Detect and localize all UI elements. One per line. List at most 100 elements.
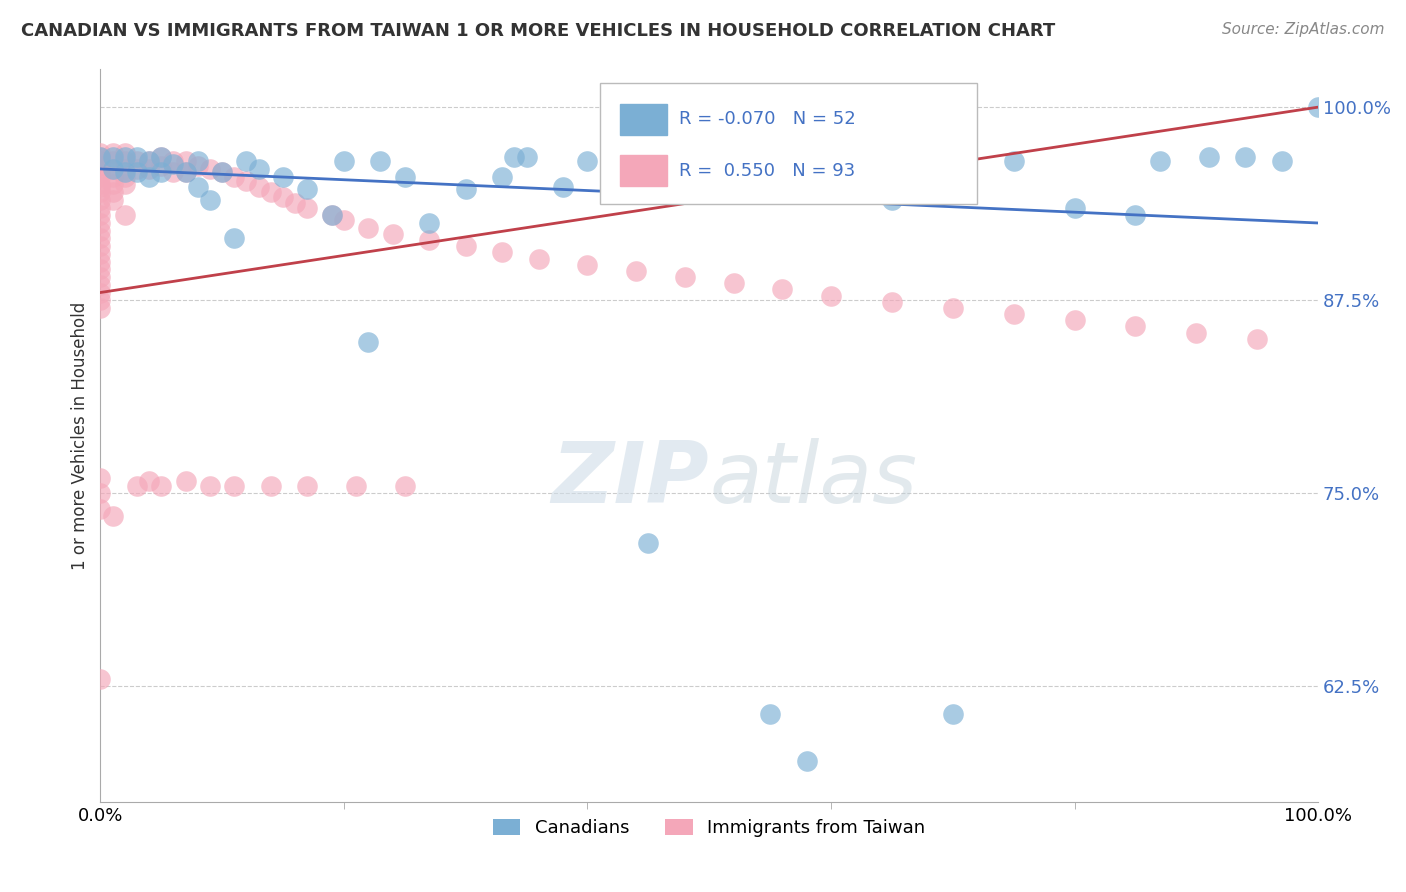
Point — [1149, 154, 1171, 169]
Point — [297, 201, 319, 215]
Point — [89, 254, 111, 268]
Point — [89, 471, 111, 485]
Point — [114, 178, 136, 192]
Point — [89, 150, 111, 164]
Point — [89, 154, 111, 169]
Text: Source: ZipAtlas.com: Source: ZipAtlas.com — [1222, 22, 1385, 37]
Point — [224, 478, 246, 492]
Point — [138, 169, 160, 184]
Point — [820, 288, 842, 302]
Point — [394, 169, 416, 184]
Point — [138, 161, 160, 176]
Point — [187, 154, 209, 169]
Point — [101, 185, 124, 199]
Point — [89, 262, 111, 277]
Point — [198, 478, 221, 492]
Point — [138, 474, 160, 488]
Point — [224, 169, 246, 184]
Point — [114, 169, 136, 184]
Point — [880, 294, 903, 309]
Point — [89, 277, 111, 292]
Point — [247, 161, 270, 176]
Point — [89, 146, 111, 161]
Point — [1185, 326, 1208, 340]
Point — [333, 154, 356, 169]
Point — [89, 178, 111, 192]
Point — [880, 193, 903, 207]
FancyBboxPatch shape — [599, 83, 977, 204]
Point — [150, 150, 173, 164]
Point — [321, 208, 343, 222]
Point — [333, 213, 356, 227]
Point — [770, 282, 793, 296]
Point — [1002, 307, 1025, 321]
Point — [271, 190, 294, 204]
Point — [198, 193, 221, 207]
Text: R =  0.550   N = 93: R = 0.550 N = 93 — [679, 161, 855, 179]
Point — [89, 169, 111, 184]
Point — [297, 478, 319, 492]
Point — [491, 245, 513, 260]
Point — [89, 208, 111, 222]
Point — [101, 154, 124, 169]
Point — [1063, 313, 1085, 327]
Point — [370, 154, 392, 169]
Point — [89, 501, 111, 516]
Point — [1308, 100, 1330, 114]
Point — [89, 201, 111, 215]
Point — [247, 180, 270, 194]
Point — [101, 161, 124, 176]
Point — [89, 270, 111, 285]
Bar — [620, 155, 666, 186]
Point — [1271, 154, 1294, 169]
Point — [114, 146, 136, 161]
Point — [101, 169, 124, 184]
Point — [796, 754, 818, 768]
Point — [454, 239, 477, 253]
Point — [491, 169, 513, 184]
Point — [844, 154, 866, 169]
Point — [138, 154, 160, 169]
Point — [101, 150, 124, 164]
Point — [114, 154, 136, 169]
Point — [138, 154, 160, 169]
Point — [89, 216, 111, 230]
Point — [1063, 201, 1085, 215]
Point — [150, 159, 173, 173]
Point — [89, 301, 111, 315]
Point — [125, 161, 148, 176]
Y-axis label: 1 or more Vehicles in Household: 1 or more Vehicles in Household — [72, 301, 89, 569]
Point — [942, 301, 965, 315]
Point — [89, 293, 111, 308]
Point — [516, 150, 538, 164]
Point — [820, 154, 842, 169]
Point — [89, 185, 111, 199]
Point — [235, 174, 257, 188]
Point — [260, 185, 283, 199]
Point — [527, 252, 550, 266]
Point — [174, 474, 197, 488]
Point — [198, 161, 221, 176]
Point — [101, 161, 124, 176]
Point — [101, 509, 124, 524]
Legend: Canadians, Immigrants from Taiwan: Canadians, Immigrants from Taiwan — [486, 812, 932, 845]
Point — [1002, 154, 1025, 169]
Point — [697, 182, 720, 196]
Point — [125, 154, 148, 169]
Point — [394, 478, 416, 492]
Point — [114, 161, 136, 176]
Point — [89, 672, 111, 686]
Point — [344, 478, 367, 492]
Text: ZIP: ZIP — [551, 438, 709, 521]
Point — [942, 707, 965, 722]
Point — [89, 231, 111, 245]
Point — [89, 193, 111, 207]
Point — [114, 208, 136, 222]
Point — [174, 154, 197, 169]
Point — [114, 150, 136, 164]
Point — [125, 478, 148, 492]
Point — [150, 478, 173, 492]
Point — [357, 220, 380, 235]
Point — [454, 182, 477, 196]
Point — [235, 154, 257, 169]
